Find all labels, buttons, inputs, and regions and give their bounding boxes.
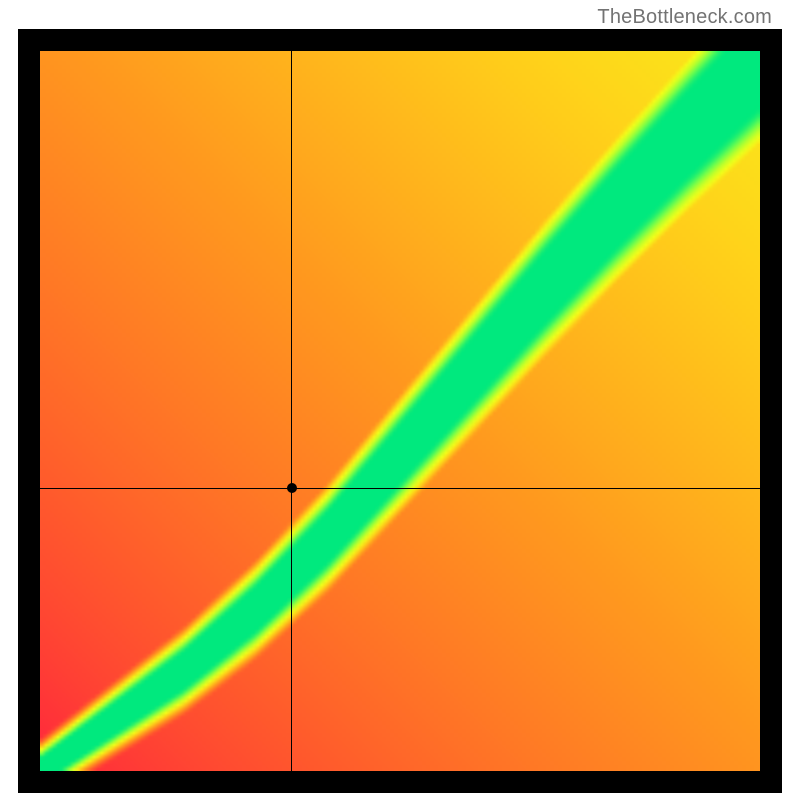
heatmap-plot-area [40,51,760,771]
watermark-text: TheBottleneck.com [597,6,772,29]
crosshair-vertical [291,51,292,771]
data-point-marker [287,483,297,493]
crosshair-horizontal [40,488,760,489]
heatmap-canvas [40,51,760,771]
